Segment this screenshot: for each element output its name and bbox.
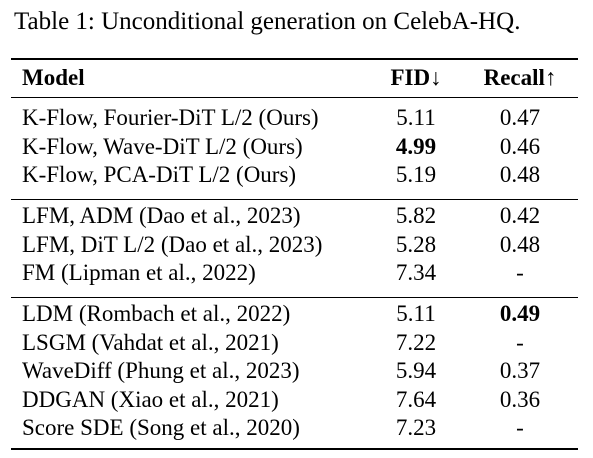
model-cell: DDGAN (Xiao et al., 2021): [22, 386, 279, 412]
fid-cell: 5.28: [395, 231, 437, 257]
recall-cell: 0.46: [499, 133, 541, 159]
fid-cell: 7.22: [395, 329, 437, 355]
table-row: K-Flow, Wave-DiT L/2 (Ours) 4.99 0.46: [0, 133, 593, 161]
fid-cell: 5.94: [395, 358, 437, 384]
model-cell: LSGM (Vahdat et al., 2021): [22, 329, 279, 355]
recall-cell: 0.47: [499, 105, 541, 130]
table-row: K-Flow, PCA-DiT L/2 (Ours) 5.19 0.48: [0, 161, 593, 189]
model-cell: LDM (Rombach et al., 2022): [22, 301, 291, 326]
recall-cell: 0.42: [499, 203, 541, 228]
fid-cell: 7.34: [395, 260, 437, 286]
header-rule: [11, 97, 578, 98]
recall-cell: 0.36: [499, 386, 541, 412]
model-cell: FM (Lipman et al., 2022): [22, 260, 256, 286]
table-caption: Table 1: Unconditional generation on Cel…: [14, 8, 521, 35]
table-row: WaveDiff (Phung et al., 2023) 5.94 0.37: [0, 357, 593, 385]
bottom-rule: [11, 448, 578, 450]
model-cell: K-Flow, Fourier-DiT L/2 (Ours): [22, 105, 319, 130]
model-cell: LFM, DiT L/2 (Dao et al., 2023): [22, 231, 323, 257]
table-header: Model FID↓ Recall↑: [0, 64, 593, 92]
header-recall: Recall↑: [483, 65, 557, 90]
fid-cell: 5.19: [395, 162, 437, 188]
table-row: DDGAN (Xiao et al., 2021) 7.64 0.36: [0, 386, 593, 414]
group-separator: [11, 297, 578, 298]
fid-cell: 5.82: [395, 203, 437, 228]
table-row: LFM, DiT L/2 (Dao et al., 2023) 5.28 0.48: [0, 231, 593, 259]
table-row: Score SDE (Song et al., 2020) 7.23 -: [0, 414, 593, 442]
fid-cell: 7.64: [395, 386, 437, 412]
model-cell: LFM, ADM (Dao et al., 2023): [22, 203, 301, 228]
header-fid: FID↓: [390, 65, 442, 90]
header-model: Model: [22, 65, 85, 90]
table-row: LFM, ADM (Dao et al., 2023) 5.82 0.42: [0, 202, 593, 230]
recall-cell: 0.48: [499, 231, 541, 257]
fid-cell: 7.23: [395, 415, 437, 441]
recall-cell: 0.49: [499, 301, 541, 326]
model-cell: K-Flow, Wave-DiT L/2 (Ours): [22, 133, 303, 159]
model-cell: K-Flow, PCA-DiT L/2 (Ours): [22, 162, 297, 188]
table-row: LDM (Rombach et al., 2022) 5.11 0.49: [0, 300, 593, 328]
fid-cell: 5.11: [396, 105, 436, 130]
recall-cell: 0.48: [499, 162, 541, 188]
table-row: FM (Lipman et al., 2022) 7.34 -: [0, 259, 593, 287]
table-row: LSGM (Vahdat et al., 2021) 7.22 -: [0, 329, 593, 357]
table-row: K-Flow, Fourier-DiT L/2 (Ours) 5.11 0.47: [0, 104, 593, 132]
top-rule: [11, 58, 578, 60]
recall-cell: -: [516, 260, 524, 286]
model-cell: WaveDiff (Phung et al., 2023): [22, 358, 300, 384]
recall-cell: -: [516, 415, 524, 441]
model-cell: Score SDE (Song et al., 2020): [22, 415, 300, 441]
fid-cell: 4.99: [395, 133, 437, 159]
recall-cell: -: [516, 329, 524, 355]
fid-cell: 5.11: [396, 301, 436, 326]
recall-cell: 0.37: [499, 358, 541, 384]
group-separator: [11, 199, 578, 200]
